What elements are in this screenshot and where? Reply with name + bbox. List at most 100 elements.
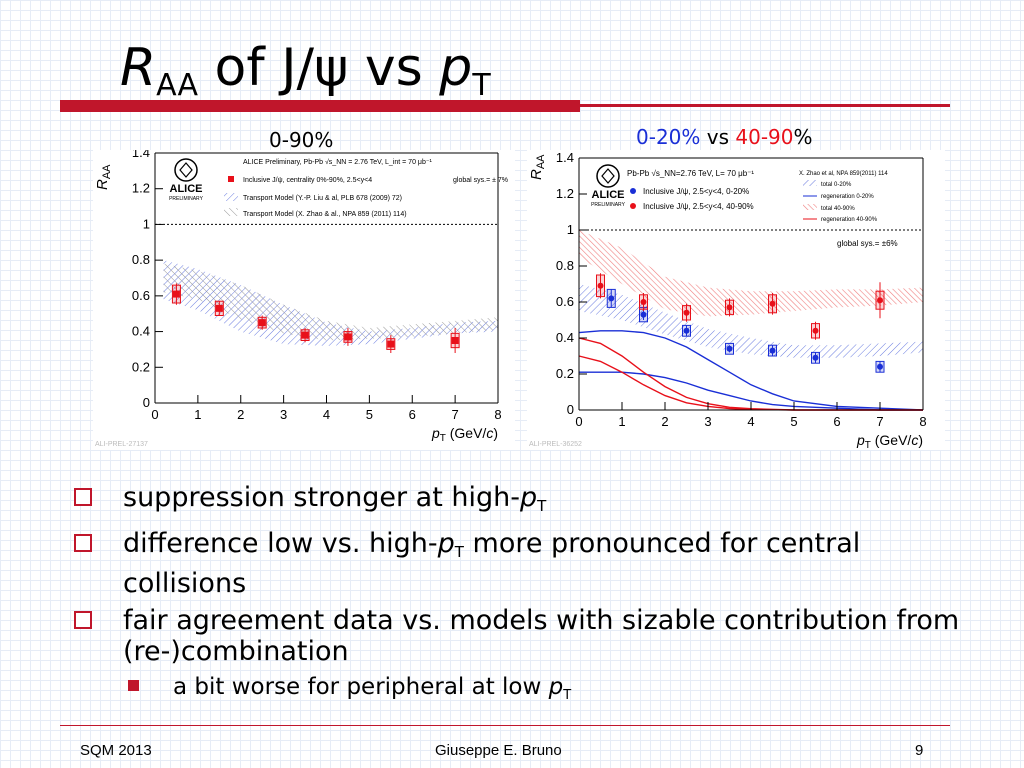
svg-text:ALICE: ALICE: [592, 189, 625, 201]
legend-marker: [228, 176, 234, 182]
data-point: [344, 333, 352, 341]
legend-band-swatch: [803, 204, 817, 210]
legend-entry: Inclusive J/ψ, 2.5<y<4, 40-90%: [643, 202, 754, 211]
bullet-text: fair agreement data vs. models with siza…: [123, 605, 960, 667]
legend-entry: Inclusive J/ψ, centrality 0%-90%, 2.5<y<…: [243, 177, 372, 184]
legend-marker: [630, 188, 636, 194]
right-panel-title-percent: %: [793, 125, 813, 149]
svg-text:PRELIMINARY: PRELIMINARY: [591, 202, 625, 208]
x-tick-label: 1: [618, 414, 625, 429]
hollow-square-bullet-icon: [74, 488, 92, 506]
title-middle: of J/ψ vs: [198, 38, 440, 98]
bullet-list: suppression stronger at high-pT differen…: [70, 482, 970, 710]
left-panel-title: 0-90%: [269, 128, 334, 152]
legend-global-sys: global sys.= ± 7%: [453, 177, 508, 184]
y-axis-title: RAA: [94, 164, 113, 190]
model-curve: [579, 371, 923, 411]
y-tick-label: 0.8: [132, 252, 150, 267]
sub-bullet-item: a bit worse for peripheral at low pT: [70, 673, 970, 710]
data-point: [812, 354, 819, 361]
data-point: [877, 297, 883, 304]
model-band: [579, 230, 923, 317]
y-tick-label: 0: [143, 395, 150, 410]
y-tick-label: 0.4: [132, 324, 150, 339]
legend-band-swatch: [803, 180, 817, 186]
model-band: [163, 260, 498, 346]
data-point: [451, 337, 459, 344]
right-panel-title-central: 0-20%: [636, 125, 701, 149]
x-tick-label: 2: [237, 407, 244, 422]
footer-conference: SQM 2013: [80, 742, 152, 759]
legend-entry: Transport Model (X. Zhao & al., NPA 859 …: [243, 211, 407, 218]
title-underline-bar: [60, 100, 580, 112]
left-chart-panel: 0 1 2 3 4 5 6 7 8 0 0.2 0.4 0.6 0.8 1 1.2 1.4 RAA pT (GeV/…: [93, 145, 515, 450]
y-tick-label: 1.2: [132, 181, 150, 196]
right-panel-title: 0-20% vs 40-90%: [636, 125, 813, 149]
bullet-var: p: [519, 482, 538, 513]
footer-rule: [60, 725, 950, 726]
plot-id-label: ALI-PREL-27137: [95, 441, 148, 448]
sub-bullet-text: a bit worse for peripheral at low: [173, 674, 549, 700]
data-point: [726, 304, 733, 311]
footer-author: Giuseppe E. Bruno: [435, 742, 562, 759]
legend-marker: [630, 203, 636, 209]
x-tick-label: 2: [661, 414, 668, 429]
y-tick-label: 0.6: [132, 288, 150, 303]
bullet-item: fair agreement data vs. models with siza…: [70, 605, 970, 667]
data-point: [387, 340, 395, 348]
y-tick-label: 1: [567, 222, 574, 237]
x-axis-title: pT (GeV/c): [431, 425, 498, 444]
data-point: [215, 304, 223, 312]
bullet-var-sub: T: [537, 497, 547, 515]
x-tick-label: 1: [194, 407, 201, 422]
legend-header: Pb-Pb √s_NN=2.76 TeV, L= 70 μb⁻¹: [627, 169, 754, 178]
bullet-rest: more pronounced for central collisions: [123, 528, 861, 599]
x-axis-title: pT (GeV/c): [856, 432, 923, 450]
legend-band-swatch: [224, 193, 238, 201]
model-curve: [578, 330, 924, 411]
bullet-item: difference low vs. high-pT more pronounc…: [70, 528, 970, 599]
filled-square-bullet-icon: [128, 680, 139, 691]
x-tick-label: 6: [409, 407, 416, 422]
right-chart: 0 1 2 3 4 5 6 7 8 0 0.2 0.4 0.6 0.8 1 1.2 1.4 RAA pT (GeV/…: [528, 150, 927, 451]
hollow-square-bullet-icon: [74, 534, 92, 552]
data-point: [301, 331, 309, 339]
bullet-var-sub: T: [454, 543, 464, 561]
data-point: [812, 327, 819, 334]
data-point: [877, 363, 883, 370]
x-tick-label: 7: [452, 407, 459, 422]
y-tick-label: 0.2: [132, 359, 150, 374]
sub-bullet-var-sub: T: [563, 688, 572, 703]
x-tick-label: 5: [790, 414, 797, 429]
data-point: [769, 300, 776, 307]
y-tick-label: 1: [143, 216, 150, 231]
y-tick-label: 1.4: [556, 150, 574, 165]
data-point: [258, 319, 266, 327]
data-point: [597, 282, 604, 289]
hollow-square-bullet-icon: [74, 611, 92, 629]
data-point: [726, 345, 733, 352]
legend-header: X. Zhao et al, NPA 859(2011) 114: [799, 171, 888, 177]
legend-global-sys: global sys.= ±6%: [837, 239, 898, 248]
title-symbol: R: [120, 38, 157, 98]
left-chart: 0 1 2 3 4 5 6 7 8 0 0.2 0.4 0.6 0.8 1 1.2 1.4 RAA pT (GeV/…: [94, 145, 508, 448]
footer-page-number: 9: [915, 742, 924, 759]
right-panel-title-peripheral: 40-90: [735, 125, 794, 149]
title-variable-subscript: T: [472, 68, 491, 103]
x-tick-label: 6: [833, 414, 840, 429]
legend-entry: Transport Model (Y.-P. Liu & al, PLB 678…: [243, 195, 402, 202]
right-chart-panel: 0 1 2 3 4 5 6 7 8 0 0.2 0.4 0.6 0.8 1 1.2 1.4 RAA pT (GeV/…: [527, 150, 945, 451]
title-underline-rule: [580, 104, 950, 107]
x-tick-label: 3: [704, 414, 711, 429]
data-point: [769, 347, 776, 354]
x-tick-label: 8: [494, 407, 501, 422]
data-point: [608, 295, 615, 302]
data-point: [640, 299, 647, 305]
legend-entry: total 0-20%: [821, 182, 852, 188]
legend-entry: regeneration 40-90%: [821, 217, 878, 223]
data-point: [683, 309, 690, 316]
x-tick-label: 7: [876, 414, 883, 429]
y-tick-label: 0.2: [556, 366, 574, 381]
x-tick-label: 5: [366, 407, 373, 422]
x-tick-label: 4: [323, 407, 330, 422]
